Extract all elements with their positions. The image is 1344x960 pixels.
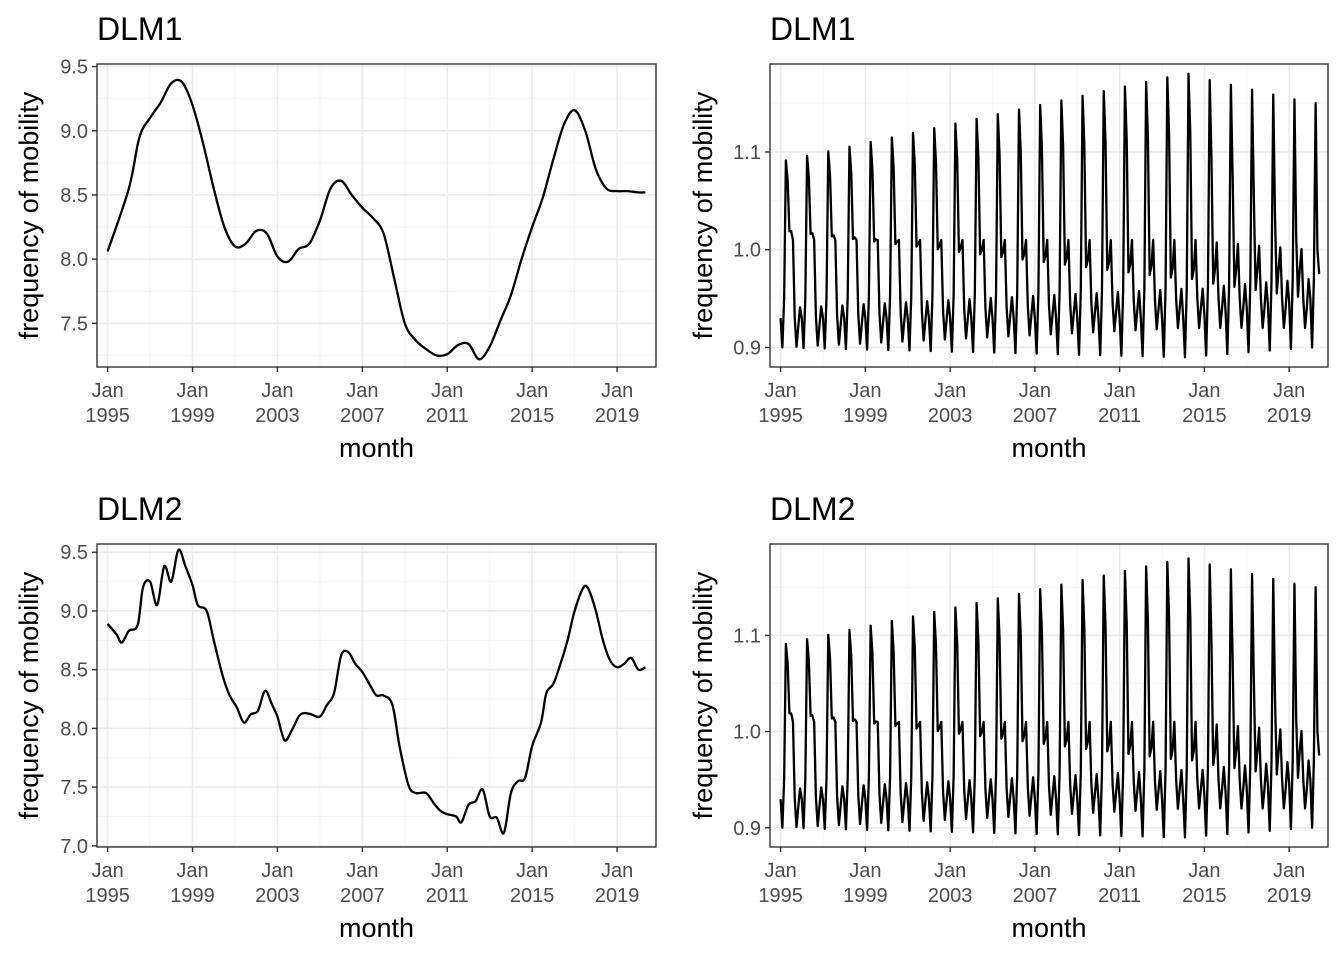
y-tick-label: 1.1 — [733, 625, 761, 647]
y-axis: 0.9 1.0 1.1 — [733, 142, 770, 359]
x-tick-label: Jan 2003 — [928, 860, 973, 907]
x-tick-label: Jan 2011 — [426, 860, 469, 907]
x-tick-label: Jan 2007 — [340, 860, 385, 907]
y-axis-title: frequency of mobility — [688, 91, 718, 339]
x-tick-label: Jan 2019 — [1267, 380, 1312, 427]
x-tick-label: Jan 1999 — [170, 380, 215, 427]
y-tick-label: 9.5 — [60, 57, 88, 79]
y-tick-label: 8.0 — [60, 249, 88, 271]
plot-background — [97, 64, 656, 367]
x-tick-label: Jan 2015 — [510, 860, 555, 907]
x-axis-title: month — [1011, 433, 1086, 463]
x-tick-label: Jan 2015 — [1182, 380, 1227, 427]
x-tick-label: Jan 1999 — [170, 860, 215, 907]
y-axis: 7.0 7.5 8.0 8.5 9.0 9.5 — [60, 542, 97, 858]
y-tick-label: 1.0 — [733, 240, 761, 262]
panel-border — [769, 63, 1329, 368]
x-tick-label: Jan 2011 — [1098, 380, 1141, 427]
y-tick-label: 8.5 — [60, 660, 88, 682]
x-tick-label: Jan 1995 — [758, 860, 803, 907]
y-axis-title: frequency of mobility — [14, 91, 44, 339]
x-tick-label: Jan 1995 — [85, 860, 130, 907]
x-axis: Jan 1995 Jan 1999 Jan 2003 Jan 2007 Jan 2011 Jan 20… — [85, 367, 639, 427]
x-axis: Jan 1995 Jan 1999 Jan 2003 Jan 2007 Jan 2011 Jan 20… — [85, 847, 639, 907]
y-tick-label: 0.9 — [733, 818, 761, 840]
x-axis-title: month — [339, 913, 414, 943]
y-tick-label: 9.0 — [60, 601, 88, 623]
x-axis-title: month — [1011, 913, 1086, 943]
x-axis: Jan 1995 Jan 1999 Jan 2003 Jan 2007 Jan 2011 Jan 20… — [758, 367, 1311, 427]
panel-title: DLM2 — [97, 491, 182, 527]
y-axis-title: frequency of mobility — [14, 571, 44, 819]
panel-title: DLM1 — [770, 11, 855, 47]
x-tick-label: Jan 2011 — [1098, 860, 1141, 907]
x-tick-label: Jan 2015 — [1182, 860, 1227, 907]
x-tick-label: Jan 2007 — [1013, 860, 1058, 907]
x-tick-label: Jan 2019 — [595, 380, 640, 427]
x-tick-label: Jan 1999 — [843, 860, 888, 907]
panel-border — [769, 543, 1329, 848]
x-tick-label: Jan 2011 — [426, 380, 469, 427]
grid — [97, 64, 656, 367]
x-tick-label: Jan 1999 — [843, 380, 888, 427]
x-tick-label: Jan 2015 — [510, 380, 555, 427]
panel-title: DLM2 — [770, 491, 855, 527]
x-axis: Jan 1995 Jan 1999 Jan 2003 Jan 2007 Jan 2011 Jan 20… — [758, 847, 1311, 907]
series-line-1 — [779, 557, 1321, 839]
x-axis-title: month — [339, 433, 414, 463]
x-tick-label: Jan 2003 — [255, 860, 300, 907]
y-tick-label: 8.0 — [60, 718, 88, 740]
y-tick-label: 9.5 — [60, 542, 88, 564]
y-tick-label: 8.5 — [60, 185, 88, 207]
x-tick-label: Jan 2007 — [340, 380, 385, 427]
series-line-1 — [106, 78, 646, 361]
y-tick-label: 7.5 — [60, 777, 88, 799]
panel-1: 7.5 8.0 8.5 9.0 9.5 Jan 1995 Jan 1999 Jan 2003 Jan 2… — [14, 11, 657, 463]
y-tick-label: 9.0 — [60, 121, 88, 143]
y-tick-label: 1.0 — [733, 722, 761, 744]
x-tick-label: Jan 2003 — [255, 380, 300, 427]
x-tick-label: Jan 2019 — [595, 860, 640, 907]
x-tick-label: Jan 2007 — [1013, 380, 1058, 427]
x-tick-label: Jan 1995 — [758, 380, 803, 427]
x-tick-label: Jan 1995 — [85, 380, 130, 427]
y-tick-label: 7.0 — [60, 836, 88, 858]
y-axis-title: frequency of mobility — [688, 571, 718, 819]
y-axis: 7.5 8.0 8.5 9.0 9.5 — [60, 57, 97, 335]
x-tick-label: Jan 2003 — [928, 380, 973, 427]
y-tick-label: 7.5 — [60, 313, 88, 335]
panel-border — [96, 63, 657, 368]
y-tick-label: 0.9 — [733, 337, 761, 359]
grid — [97, 544, 656, 847]
y-axis: 0.9 1.0 1.1 — [733, 625, 770, 840]
x-tick-label: Jan 2019 — [1267, 860, 1312, 907]
panel-title: DLM1 — [97, 11, 182, 47]
panel-border — [96, 543, 657, 848]
series-line-1 — [106, 548, 646, 835]
series-line-1 — [779, 72, 1321, 359]
y-tick-label: 1.1 — [733, 142, 761, 164]
